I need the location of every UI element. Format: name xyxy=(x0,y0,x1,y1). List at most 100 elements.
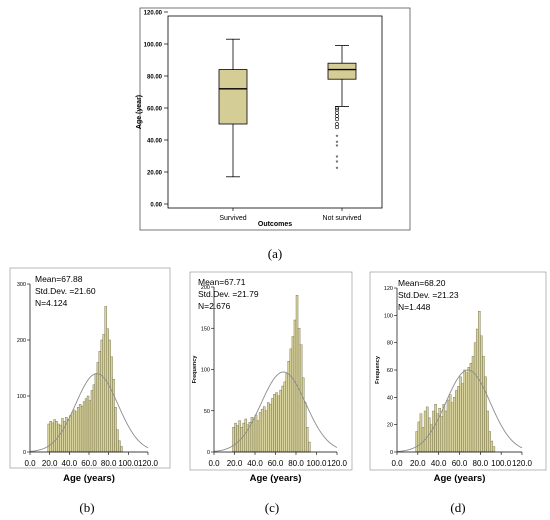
histogram-bar xyxy=(120,446,123,453)
histogram-bar xyxy=(488,431,491,453)
x-tick-label: 60.0 xyxy=(81,459,97,468)
histogram-bar xyxy=(281,385,284,453)
stats-label: N=1.448 xyxy=(398,302,431,312)
histogram-bar xyxy=(61,418,64,453)
histogram-bar xyxy=(482,356,485,453)
histogram-bar xyxy=(244,418,247,453)
x-tick-label: 20.0 xyxy=(227,459,243,468)
histogram-bar xyxy=(116,429,119,453)
x-category-label: Survived xyxy=(219,215,246,222)
histogram-bar xyxy=(51,422,54,453)
y-tick-label: 0 xyxy=(23,450,26,456)
y-tick-label: 100 xyxy=(17,394,26,400)
outlier-point xyxy=(335,107,339,112)
x-tick-label: 0.0 xyxy=(24,459,36,468)
histogram-bar xyxy=(457,386,460,453)
histogram-bar xyxy=(75,411,78,453)
histogram-bar xyxy=(114,407,117,453)
histogram-bar xyxy=(236,425,239,453)
histogram-bar xyxy=(444,410,448,453)
y-tick-label: 100 xyxy=(201,368,210,374)
histogram-c-panel: (c) 0 50 100 150 200 Frequency 0.0 20.0 40.0 60.0… xyxy=(189,271,353,515)
histogram-bar xyxy=(465,372,469,453)
y-tick-label: 150 xyxy=(201,326,210,332)
histogram-bar xyxy=(306,427,309,453)
histogram-bar xyxy=(102,334,105,453)
histogram-bar xyxy=(285,373,288,453)
histogram-bar xyxy=(110,356,113,453)
y-tick-label: 20 xyxy=(387,423,393,429)
histogram-bar xyxy=(432,410,435,453)
stats-label: Mean=67.88 xyxy=(35,274,83,284)
stats-label: Mean=68.20 xyxy=(398,278,446,288)
histogram-bar xyxy=(78,404,82,453)
x-axis-label: Age (years) xyxy=(434,473,486,484)
y-tick-label: 100 xyxy=(384,313,393,319)
x-axis-label: Age (years) xyxy=(250,473,302,484)
histogram-bar xyxy=(240,427,243,453)
histogram-bar xyxy=(98,351,102,453)
histogram-bar xyxy=(475,328,479,453)
histogram-bar xyxy=(455,390,458,453)
stats-label: N=2.676 xyxy=(198,301,231,311)
boxplot-y-axis-label: Age (year) xyxy=(136,95,143,129)
histogram-bar xyxy=(118,440,121,453)
histogram-bar xyxy=(252,418,256,453)
histogram-bar xyxy=(106,328,109,453)
histogram-bar xyxy=(308,441,311,453)
histogram-bar xyxy=(442,403,446,453)
x-tick-label: 100.0 xyxy=(491,459,512,468)
x-tick-label: 60.0 xyxy=(268,459,284,468)
histogram-bar xyxy=(80,405,84,453)
y-tick-label: 120.00 xyxy=(144,11,163,17)
histogram-bar xyxy=(271,398,274,453)
y-tick-label: 100.00 xyxy=(144,43,163,49)
histogram-bar xyxy=(265,410,268,453)
x-axis-label: Age (years) xyxy=(63,473,115,484)
histogram-bar xyxy=(82,401,86,453)
outlier-point xyxy=(335,106,339,110)
histogram-bar xyxy=(277,395,280,453)
histogram-bar xyxy=(256,420,260,453)
histogram-bar xyxy=(94,373,98,453)
extreme-point: * xyxy=(336,141,339,148)
histogram-bar xyxy=(434,403,437,453)
histogram-bar xyxy=(108,339,111,453)
histogram-bar xyxy=(96,362,100,453)
x-tick-label: 40.0 xyxy=(431,459,447,468)
normal-curve xyxy=(29,373,149,452)
histogram-bar xyxy=(423,410,427,453)
histogram-bar xyxy=(69,415,72,453)
stats-label: Std.Dev. =21.60 xyxy=(35,286,96,296)
histogram-bar xyxy=(238,420,241,453)
y-tick-label: 80.00 xyxy=(147,75,163,81)
caption-a: (a) xyxy=(268,246,282,261)
histogram-bar xyxy=(88,400,92,453)
histogram-bar xyxy=(459,376,462,453)
x-tick-label: 120.0 xyxy=(327,459,348,468)
histogram-bar xyxy=(273,394,276,453)
histogram-bar xyxy=(49,421,52,453)
x-tick-label: 0.0 xyxy=(391,459,403,468)
y-tick-label: 300 xyxy=(17,282,26,288)
histogram-bar xyxy=(293,319,297,453)
histogram-bar xyxy=(417,421,421,453)
histogram-bar xyxy=(415,431,419,453)
histogram-bar xyxy=(299,344,303,453)
histogram-bar xyxy=(430,424,433,453)
stats-label: Std.Dev. =21.23 xyxy=(398,290,459,300)
histogram-bar xyxy=(421,427,425,453)
histogram-bar xyxy=(275,392,278,453)
histogram-bar xyxy=(463,369,466,453)
histogram-d-panel: (d) 0 20 40 60 80 100 120 Frequency 0.0 20.0 40.0 6… xyxy=(369,271,547,515)
x-tick-label: 80.0 xyxy=(473,459,489,468)
histogram-bar xyxy=(469,362,473,453)
histogram-bar xyxy=(47,423,50,453)
box xyxy=(218,69,248,125)
x-category-label: Not survived xyxy=(323,215,362,222)
y-tick-label: 40 xyxy=(387,395,393,401)
x-tick-label: 120.0 xyxy=(138,459,159,468)
histogram-bar xyxy=(55,421,58,453)
histogram-bar xyxy=(471,356,475,453)
stats-label: N=4.124 xyxy=(35,298,68,308)
